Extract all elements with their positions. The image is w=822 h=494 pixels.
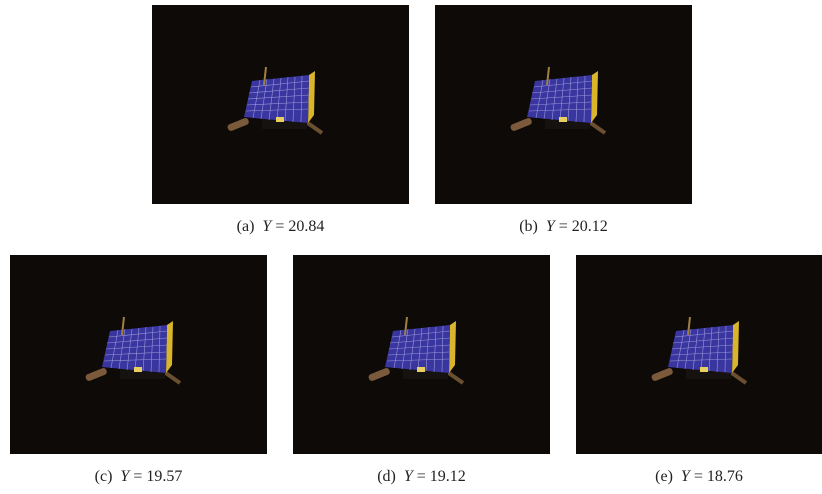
value: 19.12 bbox=[430, 468, 466, 485]
value: 19.57 bbox=[146, 468, 182, 485]
relation: = bbox=[417, 468, 426, 485]
satellite-image bbox=[576, 255, 822, 454]
variable: Y bbox=[262, 218, 271, 235]
panel-label: (b) bbox=[519, 218, 538, 235]
relation: = bbox=[275, 218, 284, 235]
variable: Y bbox=[681, 468, 690, 485]
panel-label: (e) bbox=[655, 468, 673, 485]
panel: (d) Y = 19.12 bbox=[293, 255, 550, 454]
satellite bbox=[10, 255, 267, 454]
variable: Y bbox=[120, 468, 129, 485]
satellite bbox=[293, 255, 550, 454]
panel-label: (a) bbox=[237, 218, 255, 235]
caption: (b) Y = 20.12 bbox=[435, 218, 692, 236]
satellite-image bbox=[152, 5, 409, 204]
satellite bbox=[576, 255, 822, 454]
caption: (a) Y = 20.84 bbox=[152, 218, 409, 236]
caption: (c) Y = 19.57 bbox=[10, 468, 267, 486]
panel-label: (d) bbox=[377, 468, 396, 485]
satellite-image bbox=[293, 255, 550, 454]
satellite bbox=[152, 5, 409, 204]
caption: (d) Y = 19.12 bbox=[293, 468, 550, 486]
variable: Y bbox=[404, 468, 413, 485]
satellite bbox=[435, 5, 692, 204]
caption: (e) Y = 18.76 bbox=[576, 468, 822, 486]
figure: (a) Y = 20.84(b) Y = 20.12(c) Y = 19.57(… bbox=[0, 0, 822, 494]
panel-label: (c) bbox=[95, 468, 113, 485]
panel: (b) Y = 20.12 bbox=[435, 5, 692, 204]
panel: (e) Y = 18.76 bbox=[576, 255, 822, 454]
variable: Y bbox=[546, 218, 555, 235]
relation: = bbox=[133, 468, 142, 485]
value: 20.12 bbox=[572, 218, 608, 235]
relation: = bbox=[559, 218, 568, 235]
satellite-image bbox=[10, 255, 267, 454]
panel: (c) Y = 19.57 bbox=[10, 255, 267, 454]
value: 20.84 bbox=[288, 218, 324, 235]
satellite-image bbox=[435, 5, 692, 204]
panel: (a) Y = 20.84 bbox=[152, 5, 409, 204]
value: 18.76 bbox=[707, 468, 743, 485]
relation: = bbox=[694, 468, 703, 485]
